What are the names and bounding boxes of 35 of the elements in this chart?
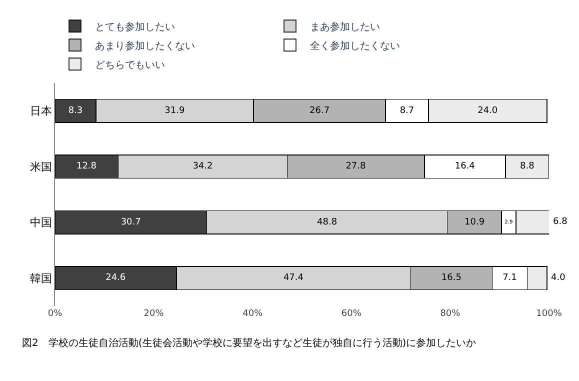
x-tick-label: 80%: [440, 309, 461, 319]
data-label: 8.8: [520, 162, 535, 172]
legend-label: どちらでもいい: [95, 60, 165, 71]
data-label: 30.7: [120, 217, 141, 228]
legend-label: まあ参加したい: [310, 20, 380, 33]
y-tick-label: 中国: [30, 216, 52, 230]
text: 図2 学校の生徒自治活動(生徒会活動や学校に要望を出すなど生徒が独自に行う活動)に参加したいか: [22, 337, 476, 349]
data-label: 7.1: [502, 273, 517, 284]
data-label: 12.8: [76, 162, 97, 172]
x-tick-label: 100%: [536, 309, 562, 319]
data-label: 16.5: [441, 273, 462, 284]
legend-label: あまり参加したくない: [95, 40, 195, 52]
data-label: 16.4: [454, 162, 476, 172]
data-label: 27.8: [346, 162, 366, 172]
data-label: 6.8: [553, 217, 568, 227]
data-label: 26.7: [310, 106, 330, 116]
legend-label: とても参加したい: [95, 20, 175, 33]
data-label: 4.0: [551, 273, 566, 283]
x-tick-label: 20%: [144, 309, 164, 319]
data-label: 8.7: [400, 106, 414, 116]
data-label: 47.4: [283, 273, 304, 284]
data-label: 31.9: [164, 106, 185, 116]
y-tick-label: 日本: [30, 104, 52, 118]
x-tick-label: 60%: [341, 309, 362, 319]
data-label: 8.3: [68, 106, 83, 116]
data-label: 24.0: [478, 106, 498, 116]
data-label: 10.9: [464, 217, 485, 228]
data-label: 48.8: [317, 217, 338, 228]
x-tick-label: 0%: [48, 309, 63, 319]
data-label: 34.2: [192, 162, 213, 172]
y-tick-label: 韓国: [30, 272, 52, 285]
y-tick-label: 米国: [30, 160, 52, 174]
legend-label: 全く参加したくない: [310, 40, 400, 52]
x-tick-label: 40%: [242, 309, 264, 319]
data-label: 24.6: [106, 273, 126, 284]
